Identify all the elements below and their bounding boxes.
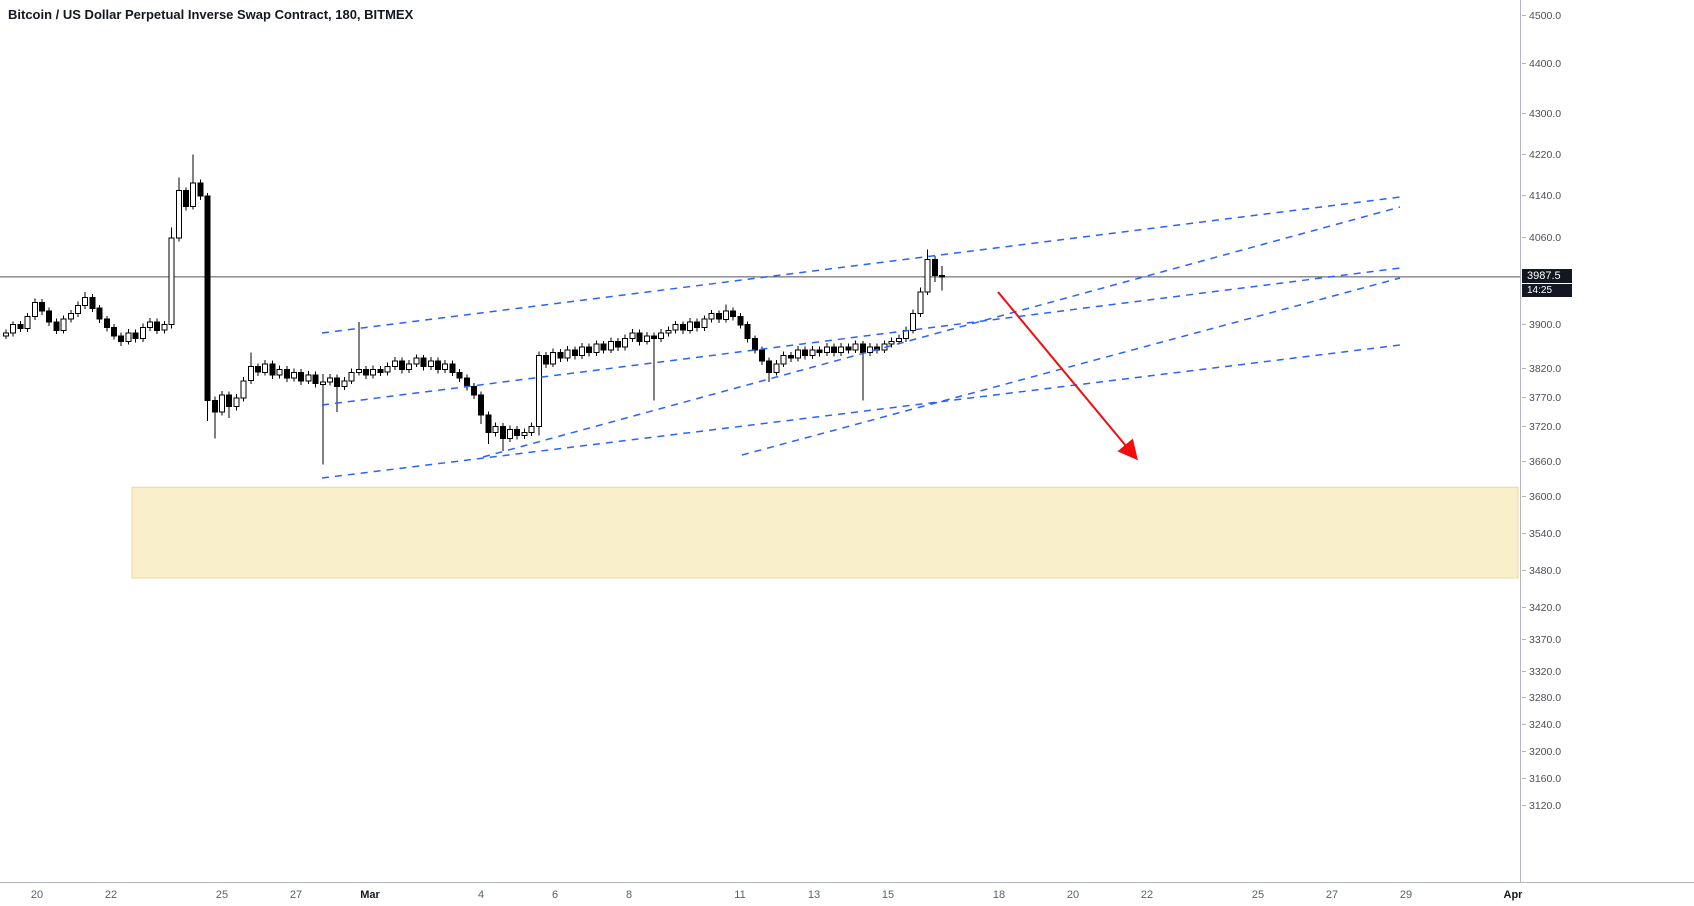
trend-line[interactable] [741, 277, 1401, 456]
time-tick-label: 27 [1325, 889, 1339, 901]
price-tick-label: 3480.0 [1521, 565, 1562, 577]
price-tick-label: 3660.0 [1521, 456, 1562, 468]
symbol-title[interactable]: Bitcoin / US Dollar Perpetual Inverse Sw… [8, 7, 414, 22]
price-tick-label: 4060.0 [1521, 232, 1562, 244]
time-tick-label: 6 [551, 889, 559, 901]
price-axis[interactable]: 3987.5 14:25 4500.0 4400.0 4300.0 4220.0 414… [1520, 0, 1694, 882]
time-tick-label: 20 [1066, 889, 1080, 901]
price-tick-label: 3770.0 [1521, 392, 1562, 404]
price-tick-label: 4500.0 [1521, 10, 1562, 22]
time-tick-label: 13 [807, 889, 821, 901]
time-tick-label: 18 [992, 889, 1006, 901]
price-tick-label: 3720.0 [1521, 421, 1562, 433]
time-axis[interactable]: 20 22 25 27 Mar 4 6 8 11 13 15 18 20 22 25 27 29 Apr [0, 882, 1694, 906]
price-tick-label: 3900.0 [1521, 319, 1562, 331]
price-tick-label: 3240.0 [1521, 719, 1562, 731]
price-tick-label: 3420.0 [1521, 602, 1562, 614]
time-tick-label: 25 [215, 889, 229, 901]
arrow-drawing[interactable] [997, 291, 1138, 461]
time-tick-label: 29 [1399, 889, 1413, 901]
current-price-badge: 3987.5 [1522, 269, 1572, 283]
price-tick-label: 3320.0 [1521, 666, 1562, 678]
candles-layer [3, 154, 945, 465]
price-tick-label: 4140.0 [1521, 190, 1562, 202]
trend-line[interactable] [321, 196, 1401, 334]
time-tick-label: 8 [625, 889, 633, 901]
time-tick-label: Apr [1503, 889, 1523, 901]
price-tick-label: 3540.0 [1521, 528, 1562, 540]
price-tick-label: 3120.0 [1521, 800, 1562, 812]
bar-countdown-badge: 14:25 [1522, 284, 1572, 297]
trend-line[interactable] [482, 206, 1401, 458]
time-tick-label: 25 [1251, 889, 1265, 901]
price-tick-label: 3600.0 [1521, 491, 1562, 503]
price-tick-label: 4220.0 [1521, 149, 1562, 161]
price-tick-label: 3280.0 [1521, 692, 1562, 704]
price-tick-label: 4300.0 [1521, 108, 1562, 120]
support-zone-rect[interactable] [131, 486, 1519, 579]
time-tick-label: 22 [104, 889, 118, 901]
time-tick-label: Mar [360, 889, 380, 901]
time-tick-label: 15 [881, 889, 895, 901]
time-tick-label: 27 [289, 889, 303, 901]
price-tick-label: 3370.0 [1521, 634, 1562, 646]
time-tick-label: 22 [1140, 889, 1154, 901]
time-tick-label: 11 [734, 889, 746, 901]
price-tick-label: 3160.0 [1521, 773, 1562, 785]
time-tick-label: 4 [477, 889, 485, 901]
trend-line[interactable] [321, 267, 1401, 406]
price-chart-canvas[interactable] [0, 0, 1520, 882]
time-tick-label: 20 [30, 889, 44, 901]
price-tick-label: 3820.0 [1521, 363, 1562, 375]
price-tick-label: 4400.0 [1521, 58, 1562, 70]
price-tick-label: 3200.0 [1521, 746, 1562, 758]
